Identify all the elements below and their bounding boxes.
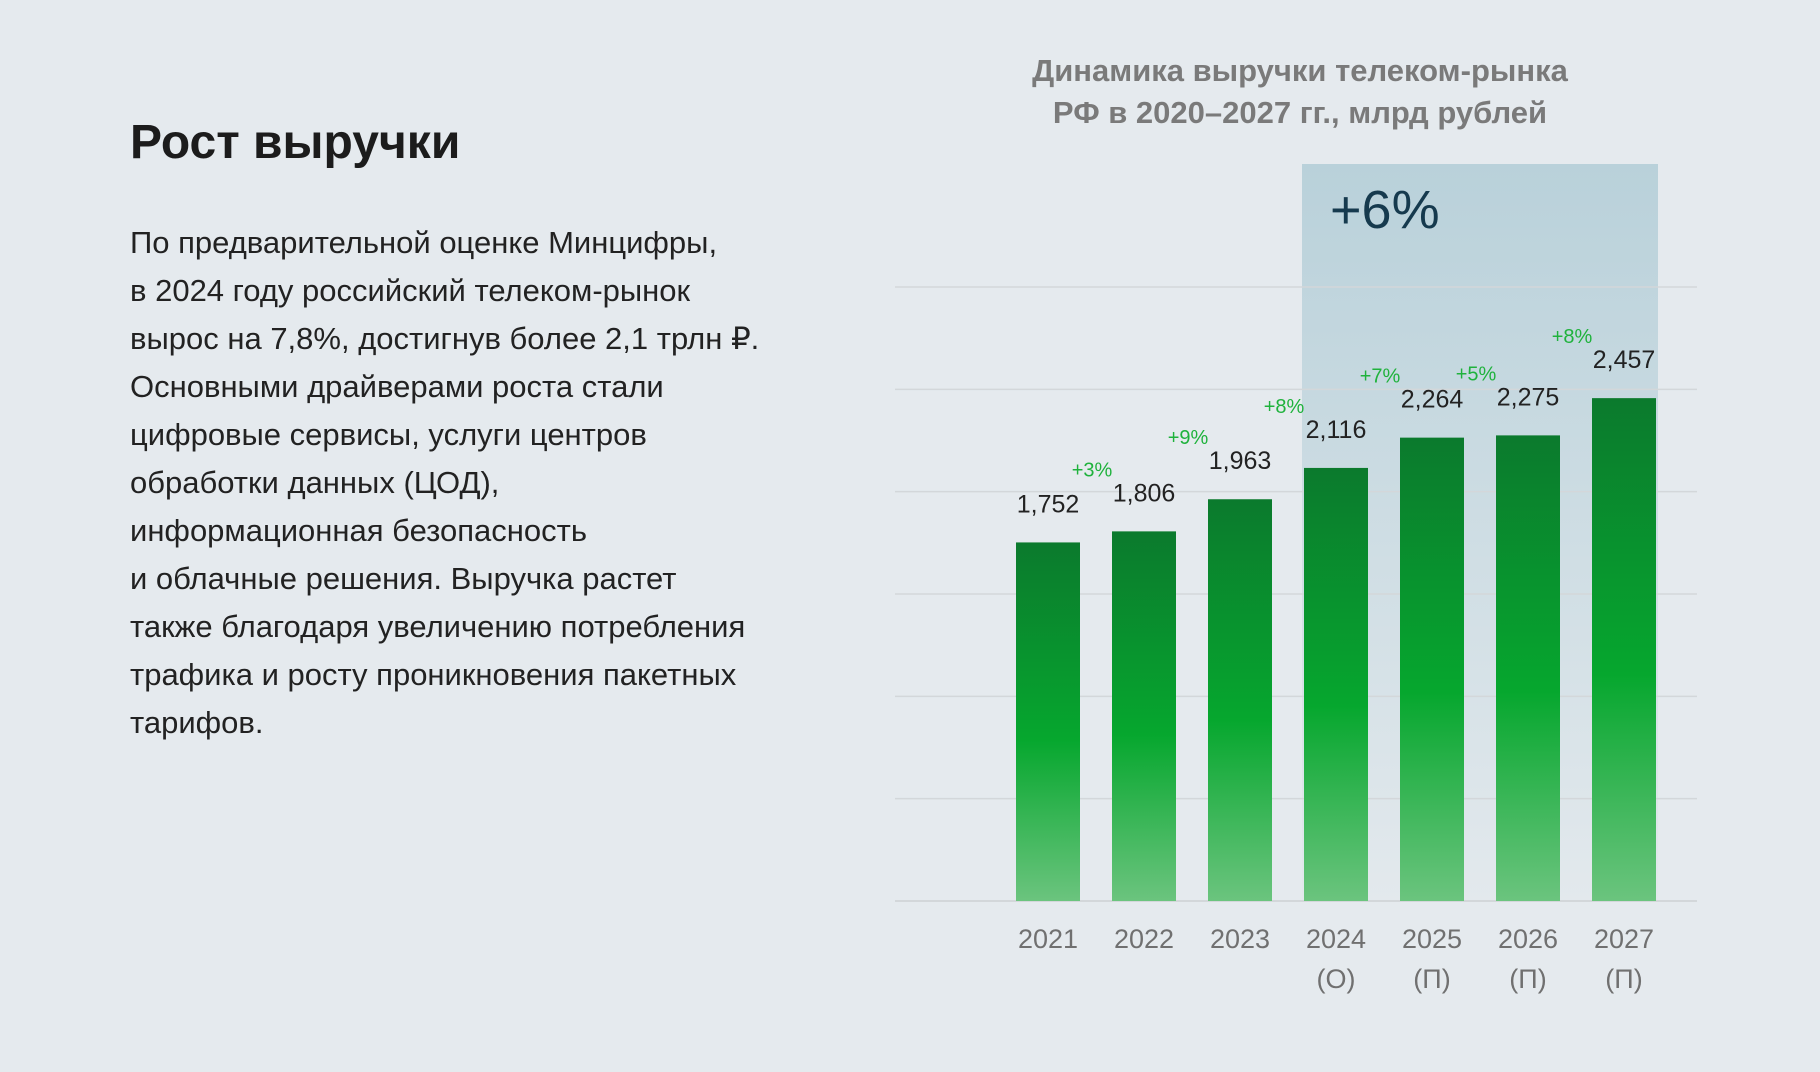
paragraph-line: трафика и росту проникновения пакетных bbox=[130, 657, 737, 692]
x-tick-label: 2024 bbox=[1306, 924, 1366, 954]
paragraph-line: Основными драйверами роста стали bbox=[130, 369, 664, 404]
body-paragraph: По предварительной оценке Минцифры, в 20… bbox=[130, 219, 830, 747]
value-label: 2,116 bbox=[1306, 416, 1367, 444]
x-tick-sublabel: (О) bbox=[1317, 964, 1356, 994]
growth-label: +9% bbox=[1168, 427, 1209, 449]
x-tick-sublabel: (П) bbox=[1509, 964, 1546, 994]
value-label: 2,275 bbox=[1497, 383, 1560, 411]
x-tick-label: 2022 bbox=[1114, 924, 1174, 954]
value-label: 1,963 bbox=[1209, 447, 1272, 475]
paragraph-line: обработки данных (ЦОД), bbox=[130, 465, 500, 500]
cagr-label: +6% bbox=[1330, 180, 1440, 240]
growth-label: +8% bbox=[1264, 396, 1305, 418]
paragraph-line: информационная безопасность bbox=[130, 513, 587, 548]
x-tick-sublabel: (П) bbox=[1605, 964, 1642, 994]
x-tick-label: 2026 bbox=[1498, 924, 1558, 954]
x-tick-label: 2025 bbox=[1402, 924, 1462, 954]
x-tick-label: 2023 bbox=[1210, 924, 1270, 954]
bar-2021 bbox=[1016, 542, 1080, 901]
x-tick-label: 2021 bbox=[1018, 924, 1078, 954]
growth-label: +5% bbox=[1456, 363, 1497, 385]
paragraph-line: цифровые сервисы, услуги центров bbox=[130, 417, 647, 452]
bar-2027 bbox=[1592, 398, 1656, 901]
bar-2023 bbox=[1208, 499, 1272, 901]
value-label: 1,752 bbox=[1017, 490, 1080, 518]
growth-label: +7% bbox=[1360, 366, 1401, 388]
value-label: 2,457 bbox=[1593, 346, 1656, 374]
growth-label: +8% bbox=[1552, 326, 1593, 348]
bar-2022 bbox=[1112, 531, 1176, 901]
x-tick-label: 2027 bbox=[1594, 924, 1654, 954]
chart-title: Динамика выручки телеком-рынка РФ в 2020… bbox=[930, 50, 1670, 134]
paragraph-line: вырос на 7,8%, достигнув более 2,1 трлн … bbox=[130, 321, 760, 356]
chart-title-line: РФ в 2020–2027 гг., млрд рублей bbox=[1052, 95, 1548, 130]
bar-2025 bbox=[1400, 437, 1464, 901]
bar-2026 bbox=[1496, 435, 1560, 901]
paragraph-line: тарифов. bbox=[130, 705, 264, 740]
bar-2024 bbox=[1304, 467, 1368, 901]
chart-title-line: Динамика выручки телеком-рынка bbox=[1032, 53, 1568, 88]
value-label: 2,264 bbox=[1401, 386, 1464, 414]
paragraph-line: и облачные решения. Выручка растет bbox=[130, 561, 677, 596]
paragraph-line: также благодаря увеличению потребления bbox=[130, 609, 746, 644]
value-label: 1,806 bbox=[1113, 479, 1176, 507]
page-heading: Рост выручки bbox=[130, 116, 461, 169]
paragraph-line: По предварительной оценке Минцифры, bbox=[130, 225, 718, 260]
paragraph-line: в 2024 году российский телеком-рынок bbox=[130, 273, 691, 308]
x-tick-sublabel: (П) bbox=[1413, 964, 1450, 994]
growth-label: +3% bbox=[1072, 459, 1113, 481]
